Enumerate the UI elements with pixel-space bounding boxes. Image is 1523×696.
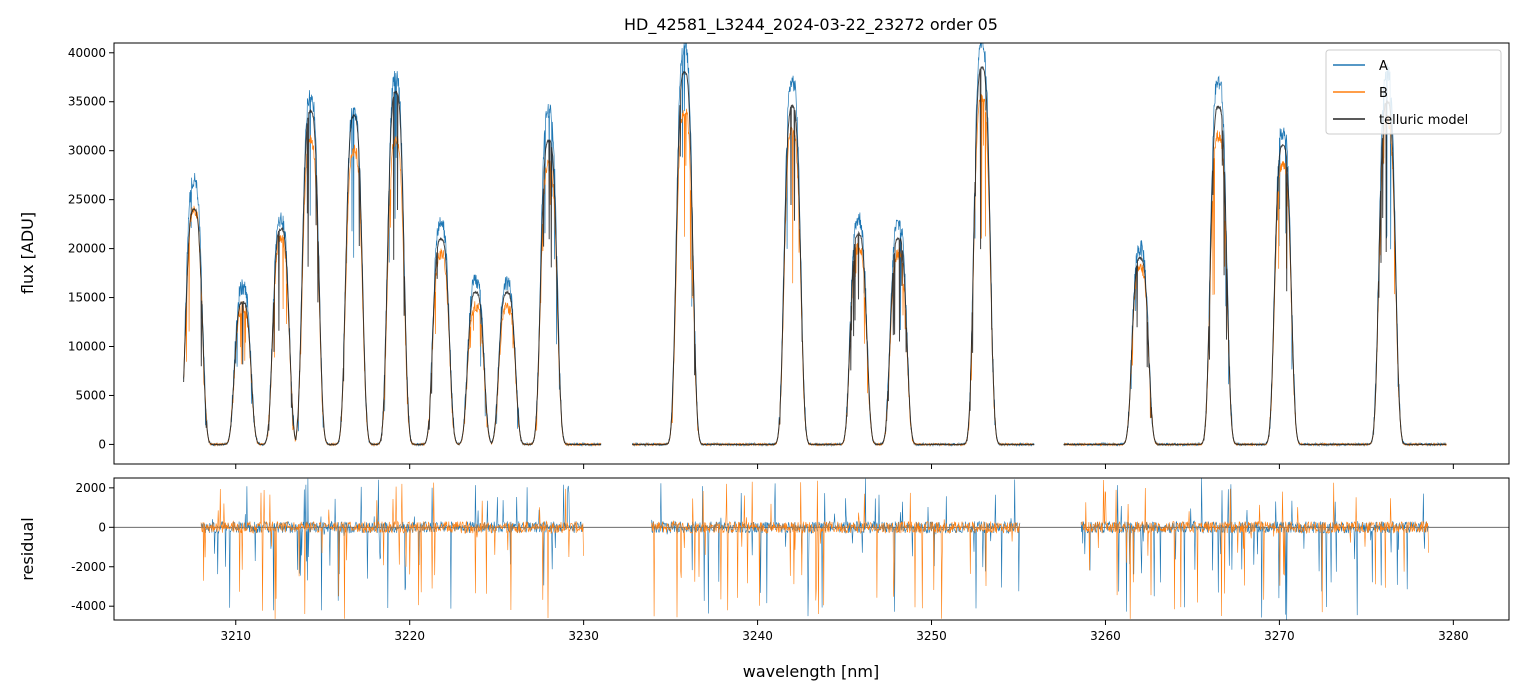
y-tick-label: 10000 — [68, 340, 106, 354]
series-a-line — [183, 43, 1447, 448]
x-tick-label: 3230 — [568, 629, 599, 643]
x-tick-label: 3260 — [1090, 629, 1121, 643]
y-tick-label: 40000 — [68, 46, 106, 60]
residual-b-line — [200, 479, 1429, 619]
y-tick-label: 20000 — [68, 242, 106, 256]
y-tick-label: 5000 — [75, 388, 106, 402]
residual-axes-frame — [113, 477, 1510, 621]
flux-y-axis-label: flux [ADU] — [18, 212, 37, 294]
y-tick-label: 0 — [98, 437, 106, 451]
x-tick-label: 3250 — [916, 629, 947, 643]
y-tick-label: 15000 — [68, 291, 106, 305]
x-tick-label: 3210 — [220, 629, 251, 643]
flux-plot-area — [183, 43, 1447, 448]
legend-label-a: A — [1379, 59, 1388, 74]
y-tick-label: 30000 — [68, 144, 106, 158]
residual-panel: -4000 -2000 0 2000 3210 3220 3230 3240 3250 3260… — [18, 477, 1510, 681]
residual-y-axis-label: residual — [18, 517, 37, 580]
x-tick-label: 3220 — [394, 629, 425, 643]
x-tick-label: 3270 — [1264, 629, 1295, 643]
residual-plot-area — [114, 478, 1509, 620]
chart-title: HD_42581_L3244_2024-03-22_23272 order 05 — [624, 15, 998, 35]
legend: A B telluric model — [1325, 49, 1502, 135]
x-axis-label: wavelength [nm] — [743, 662, 880, 681]
x-tick-label: 3240 — [742, 629, 773, 643]
flux-y-ticks: 0 5000 10000 15000 20000 25000 30000 35000 40000 — [68, 46, 114, 451]
flux-panel: 0 5000 10000 15000 20000 25000 30000 35000 40000… — [18, 42, 1510, 469]
legend-label-model: telluric model — [1379, 113, 1468, 128]
series-telluric-model-line — [183, 66, 1447, 446]
flux-x-ticks — [235, 464, 1454, 469]
y-tick-label: 25000 — [68, 193, 106, 207]
legend-label-b: B — [1379, 86, 1388, 101]
y-tick-label: 0 — [98, 520, 106, 534]
y-tick-label: -2000 — [71, 560, 106, 574]
legend-box — [1325, 49, 1502, 135]
residual-x-ticks: 3210 3220 3230 3240 3250 3260 3270 3280 — [220, 620, 1469, 643]
x-tick-label: 3280 — [1438, 629, 1469, 643]
y-tick-label: 35000 — [68, 95, 106, 109]
y-tick-label: 2000 — [75, 481, 106, 495]
series-b-line — [183, 93, 1447, 447]
residual-y-ticks: -4000 -2000 0 2000 — [71, 481, 114, 613]
y-tick-label: -4000 — [71, 599, 106, 613]
flux-axes-frame — [113, 42, 1510, 465]
